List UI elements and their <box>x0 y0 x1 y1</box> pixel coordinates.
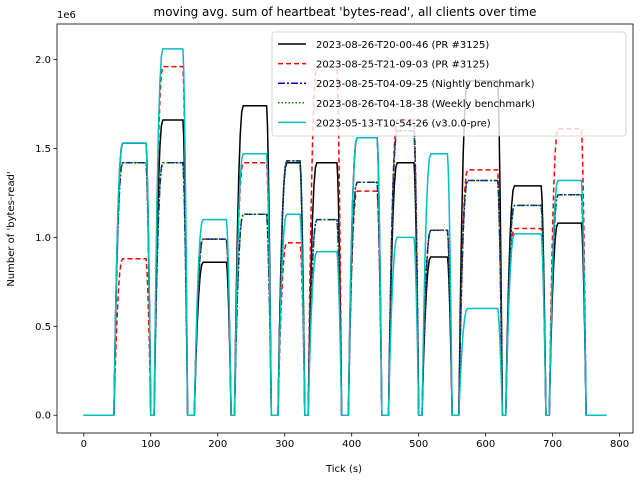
x-tick-label: 0 <box>81 439 87 450</box>
x-tick-label: 700 <box>543 439 562 450</box>
x-tick-label: 300 <box>275 439 294 450</box>
plot-area <box>83 48 607 416</box>
y-tick-label: 2.0 <box>35 55 51 66</box>
axes-frame <box>56 23 634 434</box>
x-tick-label: 100 <box>141 439 160 450</box>
legend-entry-4: 2023-08-26-T04-18-38 (Weekly benchmark) <box>316 99 535 110</box>
legend: 2023-08-26-T20-00-46 (PR #3125) 2023-08-2… <box>271 31 627 137</box>
legend-entry-1: 2023-08-26-T20-00-46 (PR #3125) <box>316 40 489 51</box>
series-line-5 <box>83 48 607 416</box>
x-tick-label: 200 <box>208 439 227 450</box>
legend-entry-5: 2023-05-13-T10-54-26 (v3.0.0-pre) <box>316 118 491 129</box>
x-tick-label: 400 <box>342 439 361 450</box>
y-tick-label: 1.0 <box>35 233 51 244</box>
legend-box <box>271 31 627 137</box>
y-axis-label: Number of 'bytes-read' <box>6 171 17 286</box>
y-tick-label: 0.5 <box>35 322 51 333</box>
chart-title: moving avg. sum of heartbeat 'bytes-read… <box>154 5 537 19</box>
axes: 0 100 200 300 400 500 600 700 800 0.0 0.5 1.0 1.5 2.0 <box>35 23 634 450</box>
y-axis-offset-text: 1e6 <box>57 10 76 21</box>
y-tick-label: 0.0 <box>35 411 51 422</box>
x-tick-label: 800 <box>610 439 629 450</box>
x-tick-label: 600 <box>476 439 495 450</box>
legend-entry-3: 2023-08-25-T04-09-25 (Nightly benchmark) <box>316 79 535 90</box>
legend-entry-2: 2023-08-25-T21-09-03 (PR #3125) <box>316 60 489 71</box>
x-tick-label: 500 <box>409 439 428 450</box>
x-axis-label: Tick (s) <box>325 464 362 475</box>
y-tick-label: 1.5 <box>35 144 51 155</box>
